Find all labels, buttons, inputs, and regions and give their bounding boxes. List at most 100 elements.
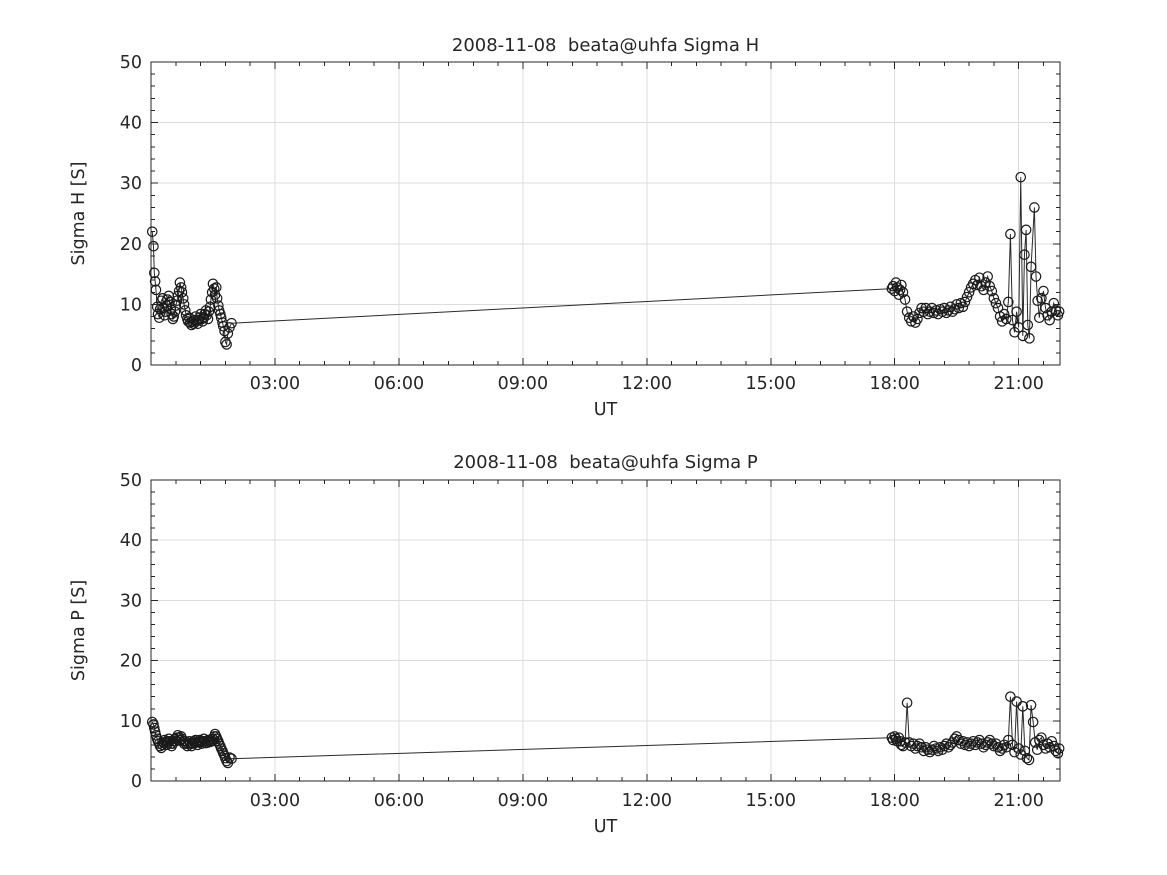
data-point-marker: [1036, 293, 1047, 304]
sigma-h-grid: [151, 62, 1060, 365]
data-point-marker: [1029, 202, 1040, 213]
sigma-h-tick-labels: 03:00 06:00 09:00 12:00 15:00 18:00 21:00 0 10 20…: [120, 53, 1044, 394]
data-point-marker: [222, 328, 234, 339]
data-point-marker: [1017, 701, 1029, 712]
data-point-marker: [1023, 754, 1035, 766]
y-tick-label: 30: [120, 174, 142, 194]
sigma-p-subplot: 03:00 06:00 09:00 12:00 15:00 18:00 21:00 0 10 20…: [69, 452, 1065, 837]
data-point-marker: [984, 280, 996, 292]
y-tick-label: 20: [120, 235, 142, 255]
data-point-marker: [1005, 228, 1016, 240]
x-tick-label: 18:00: [870, 791, 920, 811]
data-point-marker: [1020, 224, 1032, 236]
data-point-marker: [978, 284, 989, 296]
data-point-marker: [897, 286, 909, 298]
x-tick-label: 15:00: [746, 374, 796, 394]
data-point-marker: [221, 755, 232, 767]
data-point-marker: [203, 306, 215, 317]
data-point-marker: [1021, 752, 1033, 764]
data-point-marker: [224, 752, 235, 763]
data-point-marker: [1040, 743, 1051, 754]
x-tick-label: 09:00: [498, 374, 548, 394]
data-point-marker: [990, 297, 1002, 309]
data-point-marker: [894, 284, 906, 296]
data-point-marker: [175, 282, 187, 293]
data-point-marker: [1038, 285, 1049, 297]
data-point-marker: [160, 737, 171, 748]
data-point-marker: [912, 313, 923, 325]
sigma-p-series: [146, 691, 1065, 769]
data-point-marker: [146, 226, 158, 237]
data-point-marker: [226, 317, 237, 329]
data-point-marker: [149, 276, 161, 287]
data-point-marker: [930, 743, 942, 754]
data-point-marker: [949, 303, 960, 315]
data-point-marker: [202, 313, 214, 325]
sigma-p-xlabel: UT: [594, 817, 618, 837]
data-point-marker: [963, 286, 975, 298]
data-point-marker: [146, 716, 158, 728]
y-tick-label: 0: [131, 772, 142, 792]
x-tick-label: 06:00: [374, 374, 424, 394]
x-tick-label: 12:00: [622, 374, 672, 394]
y-tick-label: 10: [120, 712, 142, 732]
data-point-marker: [226, 753, 237, 765]
data-point-marker: [204, 301, 216, 313]
data-point-marker: [998, 308, 1010, 320]
sigma-p-ylabel: Sigma P [S]: [69, 580, 89, 681]
data-point-marker: [210, 282, 222, 293]
data-point-marker: [1007, 314, 1018, 326]
data-point-marker: [1019, 745, 1031, 757]
y-tick-label: 30: [120, 591, 142, 611]
data-point-marker: [1025, 261, 1037, 273]
data-point-marker: [215, 743, 227, 754]
data-point-marker: [899, 737, 911, 748]
data-point-marker: [1007, 739, 1018, 751]
data-point-marker: [1024, 333, 1035, 344]
data-point-marker: [207, 278, 219, 290]
x-tick-label: 12:00: [622, 791, 672, 811]
data-point-marker: [1050, 745, 1062, 757]
data-point-marker: [986, 738, 998, 749]
data-point-marker: [166, 308, 177, 320]
data-point-marker: [1046, 735, 1058, 747]
data-point-marker: [953, 302, 965, 314]
sigma-h-axes: [150, 61, 1061, 366]
sigma-p-axes: [150, 479, 1061, 782]
data-point-marker: [1015, 171, 1027, 183]
y-tick-label: 20: [120, 652, 142, 672]
y-tick-label: 50: [120, 471, 142, 491]
x-tick-label: 18:00: [870, 374, 920, 394]
data-point-marker: [1036, 732, 1047, 743]
data-point-marker: [153, 312, 165, 324]
data-point-marker: [174, 277, 186, 288]
x-tick-label: 09:00: [498, 791, 548, 811]
data-point-marker: [213, 738, 225, 749]
data-point-marker: [1000, 313, 1012, 325]
data-point-marker: [896, 279, 907, 291]
x-tick-label: 21:00: [993, 374, 1043, 394]
sigma-h-series: [146, 171, 1065, 350]
sigma-p-grid: [151, 480, 1060, 781]
data-point-marker: [221, 339, 232, 350]
data-point-marker: [1048, 297, 1060, 309]
data-point-marker: [211, 293, 223, 304]
data-point-marker: [1053, 743, 1065, 754]
y-tick-label: 0: [131, 356, 142, 376]
y-tick-label: 50: [120, 53, 142, 73]
data-point-marker: [957, 301, 969, 313]
y-tick-label: 40: [120, 114, 142, 134]
data-point-marker: [1027, 716, 1039, 728]
data-line: [151, 696, 1060, 765]
data-point-marker: [148, 240, 159, 252]
data-point-marker: [959, 296, 971, 308]
data-point-marker: [899, 294, 911, 305]
data-point-marker: [1000, 741, 1012, 753]
data-point-marker: [1030, 271, 1042, 282]
data-point-marker: [1019, 249, 1030, 261]
y-tick-label: 10: [120, 295, 142, 315]
data-point-marker: [961, 291, 973, 303]
data-point-marker: [1003, 296, 1014, 308]
